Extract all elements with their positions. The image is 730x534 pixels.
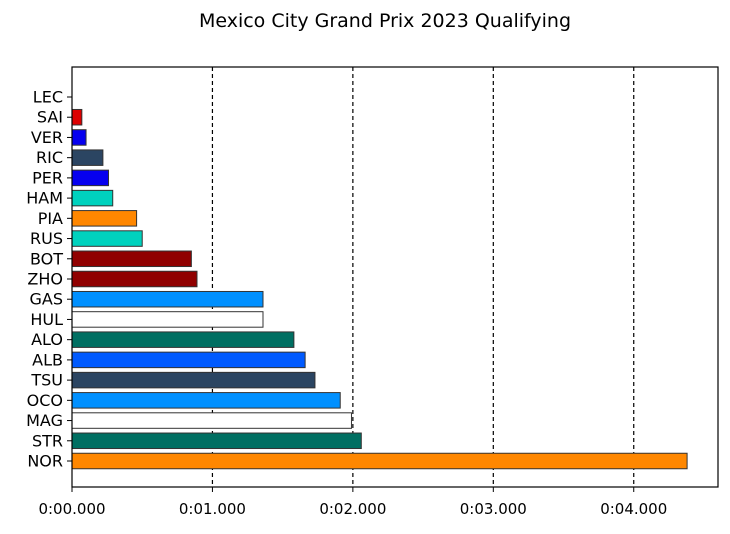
y-tick-label: PIA [38,209,63,228]
bar-ver [71,129,87,146]
y-tick-label: ZHO [27,270,63,289]
bar-zho [71,270,198,288]
y-tick-label: RUS [30,229,63,248]
y-tick-label: ALB [32,350,63,369]
bar-ric [71,149,104,166]
bar-pia [71,210,138,227]
y-tick-label: HAM [26,189,63,208]
bar-bot [71,250,192,268]
bar-oco [71,392,341,409]
y-tick-label: SAI [37,108,63,127]
y-tick-label: TSU [30,371,63,390]
y-tick-label: ALO [31,330,63,349]
bar-tsu [71,371,316,389]
y-tick-label: RIC [36,148,63,167]
y-tick-label: OCO [27,391,63,410]
plot-frame [71,66,719,488]
y-tick-label: VER [31,128,63,147]
bar-str [71,432,362,450]
y-tick-label: BOT [30,249,63,268]
y-tick-label: PER [32,168,63,187]
x-tick-label: 0:01.000 [179,500,246,518]
bar-sai [71,108,83,126]
bar-alb [71,351,306,369]
x-tick-label: 0:00.000 [38,500,105,518]
bar-rus [71,230,143,247]
y-tick-label: HUL [30,310,63,329]
y-tick-label: NOR [27,452,63,471]
bar-alo [71,331,295,348]
bar-mag [71,412,352,429]
x-tick-label: 0:04.000 [600,500,667,518]
y-tick-label: LEC [33,88,63,107]
y-tick-label: MAG [26,411,63,430]
bar-nor [71,452,688,470]
bar-per [71,169,110,187]
bar-ham [71,189,114,207]
y-tick-label: GAS [30,290,64,309]
x-tick-label: 0:03.000 [460,500,527,518]
bar-gas [71,290,264,308]
y-tick-label: STR [32,431,63,450]
bar-hul [71,311,264,328]
x-tick-label: 0:02.000 [319,500,386,518]
chart-title: Mexico City Grand Prix 2023 Qualifying [198,10,572,32]
